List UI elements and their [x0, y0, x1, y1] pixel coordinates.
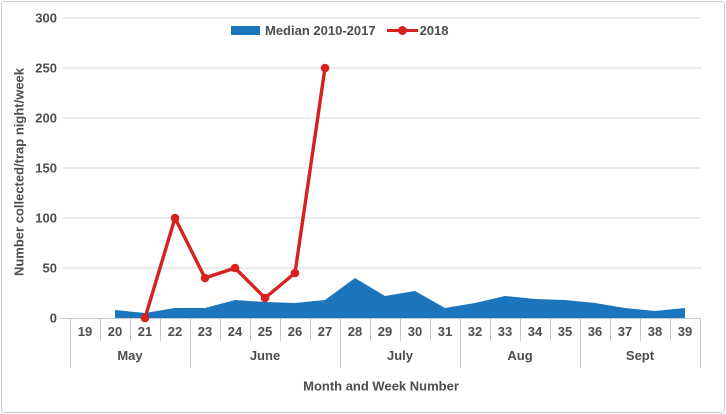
week-label: 22: [168, 324, 182, 339]
week-label: 33: [498, 324, 512, 339]
legend-label-median: Median 2010-2017: [265, 22, 376, 38]
month-label: June: [250, 348, 280, 363]
legend-line-dot: [397, 25, 407, 35]
week-label: 37: [618, 324, 632, 339]
week-label: 31: [438, 324, 452, 339]
week-label: 28: [348, 324, 362, 339]
month-label: Aug: [507, 348, 532, 363]
week-label: 35: [558, 324, 572, 339]
week-label: 32: [468, 324, 482, 339]
line-2018-series: [143, 67, 327, 319]
y-axis-title: Number collected/trap night/week: [11, 67, 27, 277]
week-label: 20: [108, 324, 122, 339]
week-label: 36: [588, 324, 602, 339]
legend: Median 2010-2017 2018: [231, 22, 449, 38]
marker-2018: [290, 268, 300, 278]
week-label: 38: [648, 324, 662, 339]
week-label: 30: [408, 324, 422, 339]
week-label: 23: [198, 324, 212, 339]
y-tick-label: 200: [35, 111, 57, 126]
marker-2018: [170, 213, 180, 223]
median-area-series: [115, 278, 685, 318]
legend-swatch-median: [231, 25, 260, 35]
legend-marker-2018-icon: [386, 25, 418, 35]
marker-2018: [230, 263, 240, 273]
week-label: 39: [678, 324, 692, 339]
month-label: Sept: [626, 348, 655, 363]
marker-2018: [320, 63, 330, 73]
y-tick-label: 250: [35, 61, 57, 76]
y-tick-label: 150: [35, 161, 57, 176]
month-label: July: [387, 348, 414, 363]
month-label: May: [117, 348, 143, 363]
week-label: 21: [138, 324, 152, 339]
x-axis-title: Month and Week Number: [303, 378, 459, 394]
marker-2018: [140, 313, 150, 323]
week-label: 26: [288, 324, 302, 339]
week-label: 25: [258, 324, 272, 339]
y-tick-label: 100: [35, 211, 57, 226]
y-tick-label: 300: [35, 11, 57, 26]
legend-label-2018: 2018: [419, 22, 449, 38]
week-label: 19: [78, 324, 92, 339]
y-tick-label: 0: [50, 311, 57, 326]
week-label: 27: [318, 324, 332, 339]
marker-2018: [260, 293, 270, 303]
week-label: 34: [528, 324, 543, 339]
week-label: 24: [228, 324, 243, 339]
week-label: 29: [378, 324, 392, 339]
marker-2018: [200, 273, 210, 283]
y-tick-label: 50: [43, 261, 57, 276]
